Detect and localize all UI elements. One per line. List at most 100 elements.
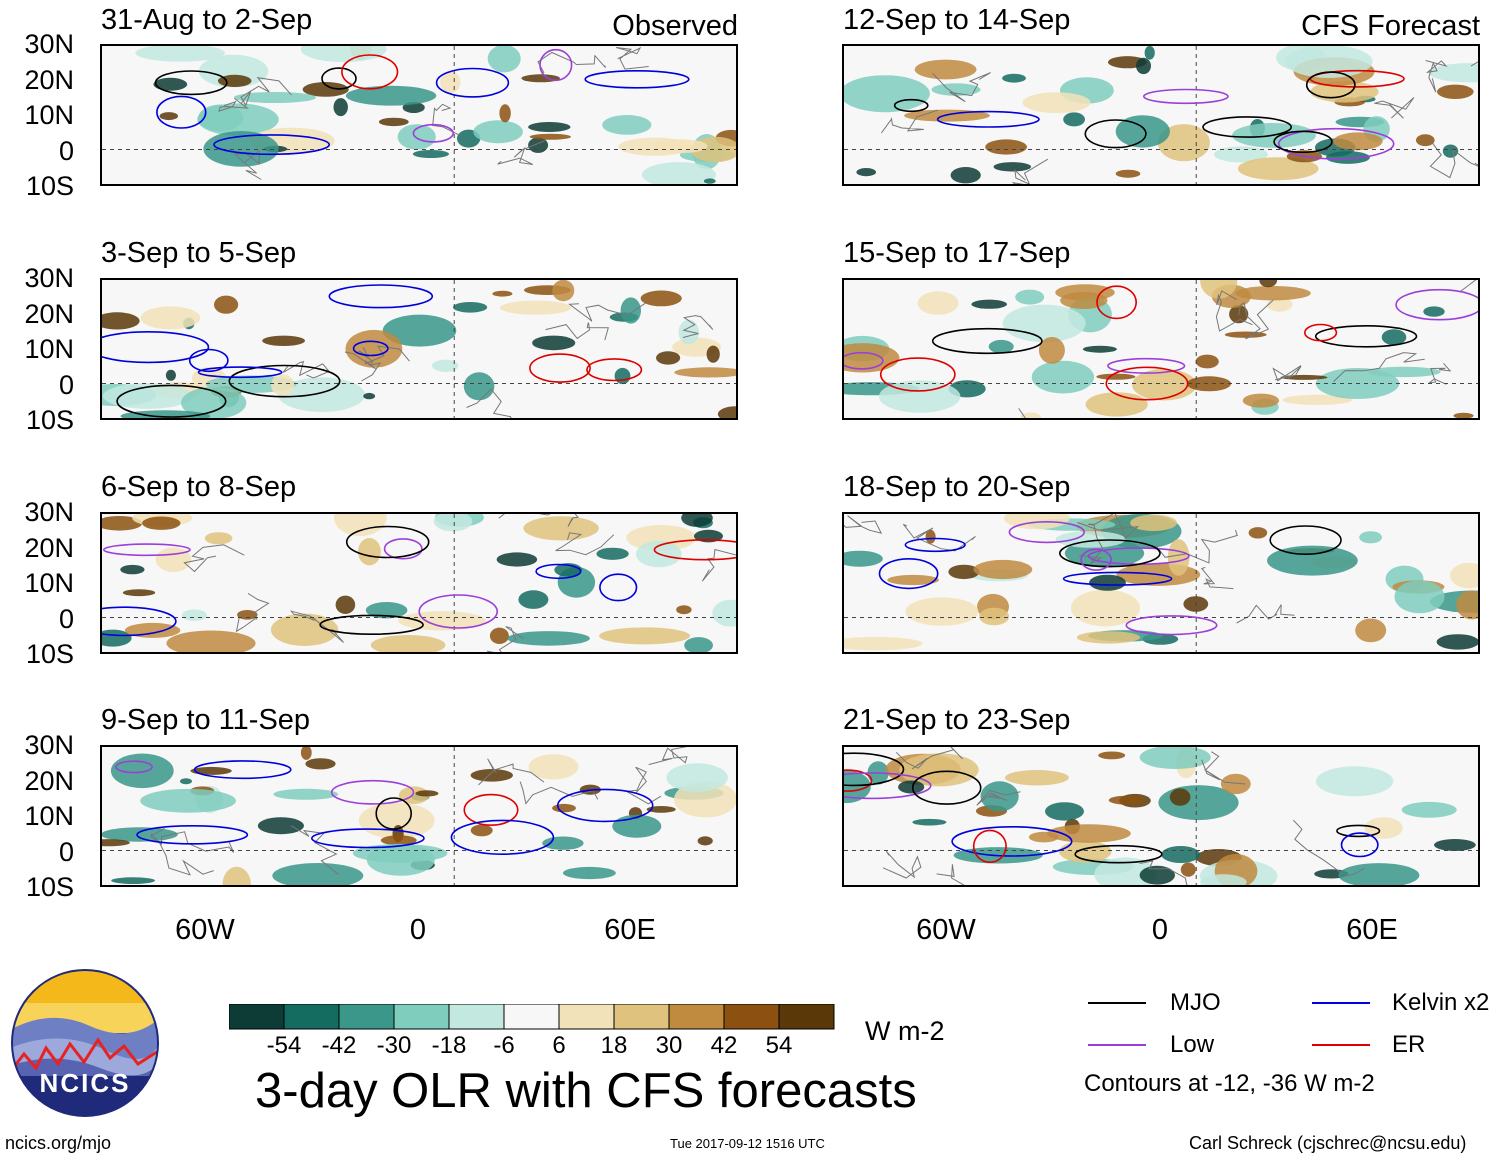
coastline <box>1236 604 1295 624</box>
colorbar-swatch <box>338 1003 395 1030</box>
olr-anomaly-blob <box>518 590 549 609</box>
olr-anomaly-blob <box>844 550 883 567</box>
ncics-logo: NCICS <box>10 968 160 1118</box>
olr-anomaly-blob <box>1167 539 1190 576</box>
y-tick-label: 10N <box>24 100 74 130</box>
olr-anomaly-blob <box>382 314 457 347</box>
y-tick-label: 30N <box>24 497 74 527</box>
olr-anomaly-blob <box>214 295 239 314</box>
coastline <box>235 592 270 633</box>
olr-anomaly-blob <box>596 547 629 560</box>
y-tick-label: 30N <box>24 263 74 293</box>
contour-line <box>330 779 415 805</box>
olr-anomaly-blob <box>1220 773 1251 795</box>
olr-anomaly-blob <box>1136 57 1151 75</box>
coastline <box>624 766 662 805</box>
olr-anomaly-blob <box>180 778 192 785</box>
colorbar-label: 42 <box>710 1032 738 1059</box>
contour-line <box>893 98 929 113</box>
coastline <box>1078 514 1114 564</box>
olr-anomaly-blob <box>363 392 376 400</box>
low-legend-label: Low <box>1170 1031 1215 1058</box>
site-link[interactable]: ncics.org/mjo <box>5 1133 112 1153</box>
contour-line <box>1304 323 1338 342</box>
colorbar-swatch <box>723 1003 780 1030</box>
olr-anomaly-blob <box>142 516 181 530</box>
olr-anomaly-blob <box>1144 46 1155 60</box>
olr-anomaly-blob <box>1089 574 1126 591</box>
x-tick-label: 60W <box>916 914 976 946</box>
contour-line <box>1395 288 1478 321</box>
olr-anomaly-blob <box>980 781 1019 812</box>
olr-anomaly-blob <box>365 602 408 619</box>
contour-line <box>1062 571 1173 586</box>
coastline <box>1272 365 1302 382</box>
contour-line <box>1096 285 1138 320</box>
contour-line <box>1074 844 1163 864</box>
contour-line <box>653 539 736 561</box>
olr-anomaly-blob <box>181 609 207 621</box>
y-tick-label: 30N <box>24 730 74 760</box>
olr-anomaly-blob <box>985 139 1027 155</box>
olr-anomaly-blob <box>358 538 381 566</box>
olr-anomaly-blob <box>1169 788 1191 806</box>
contour-line <box>154 70 228 96</box>
olr-anomaly-blob <box>102 839 130 847</box>
olr-anomaly-blob <box>931 83 981 96</box>
olr-anomaly-blob <box>1082 345 1117 353</box>
olr-anomaly-blob <box>440 71 461 94</box>
coastline <box>615 46 649 70</box>
coastline <box>240 77 292 107</box>
olr-map-panel <box>100 745 738 887</box>
olr-anomaly-blob <box>1139 747 1211 769</box>
olr-anomaly-blob <box>102 383 193 409</box>
contour-line <box>310 828 425 849</box>
y-tick-label: 20N <box>24 532 74 563</box>
y-tick-label: 0 <box>58 603 74 634</box>
olr-anomaly-blob <box>521 74 560 83</box>
olr-anomaly-blob <box>300 46 387 63</box>
olr-anomaly-blob <box>602 115 652 135</box>
contour-line <box>1084 119 1147 149</box>
olr-anomaly-blob <box>844 75 930 113</box>
coastline <box>932 72 991 103</box>
olr-anomaly-blob <box>397 124 436 150</box>
contour-line <box>1125 615 1218 636</box>
olr-anomaly-blob <box>654 139 708 154</box>
olr-anomaly-blob <box>542 836 584 850</box>
coastline <box>1077 514 1140 540</box>
colorbar-label: -54 <box>266 1032 302 1059</box>
olr-anomaly-blob <box>140 306 201 330</box>
contour-line <box>1277 127 1395 160</box>
coastline <box>1333 352 1425 382</box>
coastline <box>1428 362 1452 385</box>
y-tick-label: 0 <box>58 135 74 166</box>
olr-anomaly-blob <box>844 770 871 804</box>
contour-line <box>1314 324 1418 348</box>
colorbar <box>228 1003 835 1035</box>
olr-map-panel <box>100 512 738 654</box>
contour-line <box>197 366 283 379</box>
olr-anomaly-blob <box>463 372 495 401</box>
coastline <box>183 544 245 573</box>
contour-line <box>115 760 153 774</box>
olr-anomaly-blob <box>1237 157 1319 181</box>
coastline <box>233 149 262 180</box>
olr-anomaly-blob <box>1115 115 1170 148</box>
coastline <box>880 109 938 134</box>
contour-line <box>1305 71 1356 99</box>
olr-anomaly-blob <box>1195 354 1219 369</box>
coastline <box>344 345 410 370</box>
olr-anomaly-blob <box>102 629 132 647</box>
olr-anomaly-blob <box>948 564 980 580</box>
olr-anomaly-blob <box>433 514 473 532</box>
olr-anomaly-blob <box>979 607 1010 626</box>
olr-anomaly-blob <box>111 877 155 884</box>
coastline <box>844 515 883 534</box>
colorbar-label: -18 <box>431 1032 467 1059</box>
colorbar-swatch <box>283 1003 340 1030</box>
contour-line <box>535 563 582 580</box>
y-tick-label: 10S <box>25 872 74 902</box>
olr-anomaly-blob <box>684 637 713 652</box>
coastline <box>537 51 606 74</box>
